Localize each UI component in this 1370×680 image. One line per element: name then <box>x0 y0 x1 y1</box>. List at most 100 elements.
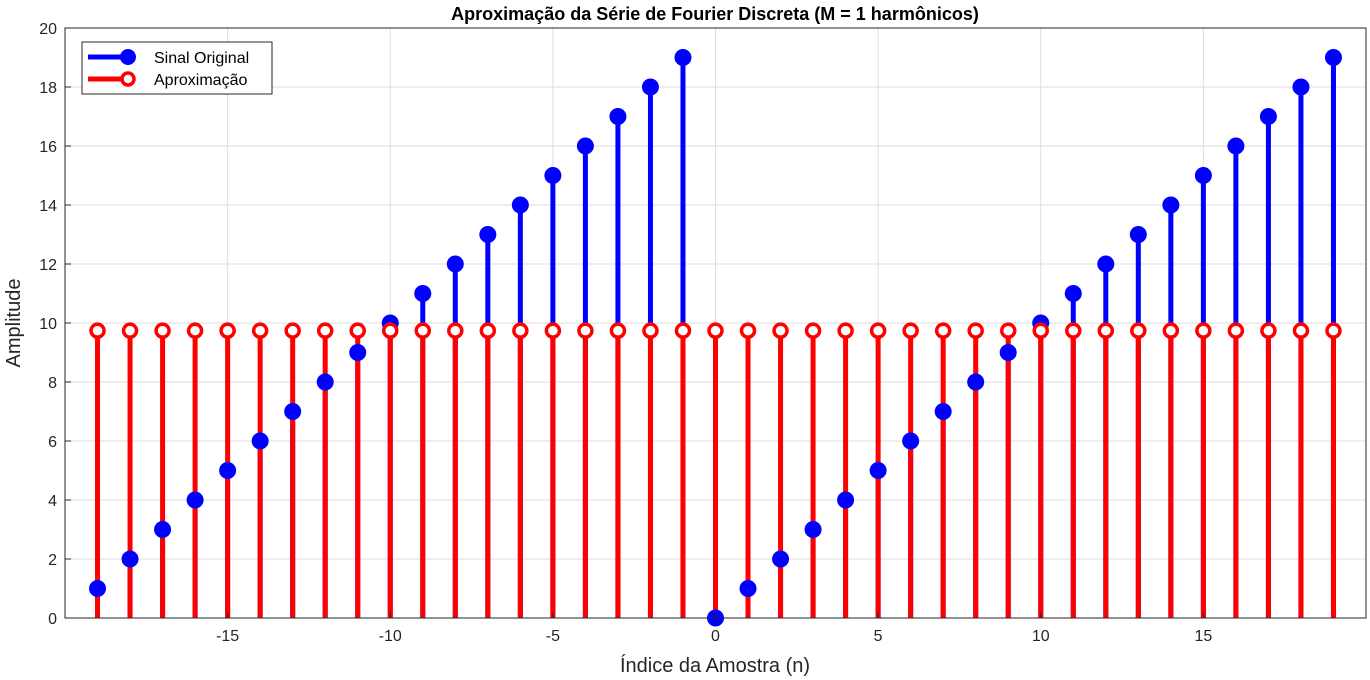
marker-aproximacao <box>1227 322 1245 339</box>
marker-aproximacao <box>349 322 366 339</box>
marker-aproximacao <box>479 322 497 339</box>
y-tick-label: 8 <box>48 375 57 392</box>
y-tick-label: 4 <box>48 493 57 510</box>
marker-sinal-original <box>739 580 757 597</box>
marker-sinal-original <box>1292 78 1310 96</box>
marker-sinal-original <box>576 137 594 155</box>
marker-sinal-original <box>1194 167 1212 184</box>
marker-aproximacao <box>154 322 171 339</box>
markers <box>89 49 1342 627</box>
x-tick-label: 10 <box>1032 628 1050 645</box>
marker-sinal-original <box>609 108 627 125</box>
marker-sinal-original <box>869 462 887 479</box>
marker-sinal-original <box>967 373 985 391</box>
marker-sinal-original <box>284 403 302 420</box>
marker-sinal-original <box>1162 196 1180 214</box>
x-ticks: -15 -10 -5 0 5 10 15 <box>216 612 1212 645</box>
marker-aproximacao <box>1162 322 1180 339</box>
marker-aproximacao <box>316 322 334 339</box>
marker-aproximacao <box>642 322 659 339</box>
y-tick-label: 12 <box>39 257 57 274</box>
marker-sinal-original <box>934 403 952 420</box>
marker-aproximacao <box>1195 322 1212 339</box>
marker-aproximacao <box>609 322 627 339</box>
legend-marker-aproximacao <box>120 71 136 87</box>
marker-aproximacao <box>284 322 301 339</box>
marker-aproximacao <box>1130 322 1147 339</box>
marker-aproximacao <box>707 322 724 339</box>
x-tick-label: 5 <box>874 628 883 645</box>
legend: Sinal Original Aproximação <box>81 41 273 95</box>
y-tick-label: 2 <box>48 552 57 569</box>
x-tick-label: 15 <box>1194 628 1212 645</box>
marker-sinal-original <box>1227 137 1245 155</box>
marker-sinal-original <box>121 550 139 568</box>
marker-sinal-original <box>674 49 692 66</box>
marker-sinal-original <box>1324 49 1342 66</box>
x-axis-label: Índice da Amostra (n) <box>620 654 810 677</box>
marker-aproximacao <box>1292 322 1310 339</box>
marker-sinal-original <box>316 373 334 391</box>
y-tick-label: 6 <box>48 434 57 451</box>
marker-sinal-original <box>804 521 822 538</box>
marker-sinal-original <box>154 521 172 538</box>
marker-sinal-original <box>772 550 790 568</box>
marker-aproximacao <box>1097 322 1115 339</box>
x-tick-label: -5 <box>546 628 560 645</box>
marker-aproximacao <box>772 322 789 339</box>
marker-aproximacao <box>1260 322 1277 339</box>
marker-aproximacao <box>1065 322 1082 339</box>
marker-aproximacao <box>251 322 269 339</box>
x-tick-label: -15 <box>216 628 239 645</box>
marker-sinal-original <box>641 78 659 96</box>
marker-aproximacao <box>869 322 887 339</box>
marker-sinal-original <box>414 285 432 302</box>
marker-aproximacao <box>414 322 432 339</box>
marker-sinal-original <box>349 344 367 361</box>
marker-aproximacao <box>934 322 952 339</box>
marker-aproximacao <box>512 322 529 339</box>
marker-aproximacao <box>1325 322 1342 339</box>
legend-label-sinal-original: Sinal Original <box>154 50 249 67</box>
marker-aproximacao <box>219 322 236 339</box>
marker-sinal-original <box>479 226 497 243</box>
marker-aproximacao <box>674 322 692 339</box>
chart-title: Aproximação da Série de Fourier Discreta… <box>451 4 979 24</box>
y-tick-label: 0 <box>48 611 57 628</box>
y-tick-label: 14 <box>39 198 57 215</box>
legend-box <box>81 41 273 95</box>
marker-aproximacao <box>577 322 594 339</box>
marker-aproximacao <box>804 322 822 339</box>
marker-sinal-original <box>1259 108 1277 125</box>
marker-aproximacao <box>999 322 1017 339</box>
y-ticks: 0 2 4 6 8 10 12 14 16 18 20 <box>39 21 71 628</box>
y-tick-label: 18 <box>39 80 57 97</box>
marker-sinal-original <box>902 432 920 450</box>
y-axis-label: Amplitude <box>3 279 25 368</box>
marker-sinal-original <box>1097 255 1115 273</box>
marker-aproximacao <box>89 322 106 339</box>
x-tick-label: 0 <box>711 628 720 645</box>
marker-sinal-original <box>837 491 855 509</box>
y-tick-label: 20 <box>39 21 57 38</box>
marker-sinal-original <box>251 432 269 450</box>
marker-aproximacao <box>1032 322 1049 339</box>
marker-sinal-original <box>1064 285 1082 302</box>
marker-aproximacao <box>186 322 204 339</box>
legend-label-aproximacao: Aproximação <box>154 72 247 89</box>
marker-sinal-original <box>511 196 529 214</box>
marker-aproximacao <box>121 322 139 339</box>
marker-sinal-original <box>219 462 237 479</box>
marker-sinal-original <box>544 167 562 184</box>
marker-aproximacao <box>447 322 464 339</box>
y-tick-label: 16 <box>39 139 57 156</box>
y-tick-label: 10 <box>39 316 57 333</box>
marker-aproximacao <box>739 322 757 339</box>
marker-sinal-original <box>999 344 1017 361</box>
marker-sinal-original <box>186 491 204 509</box>
marker-aproximacao <box>544 322 562 339</box>
marker-aproximacao <box>902 322 919 339</box>
marker-sinal-original <box>446 255 464 273</box>
marker-aproximacao <box>837 322 854 339</box>
